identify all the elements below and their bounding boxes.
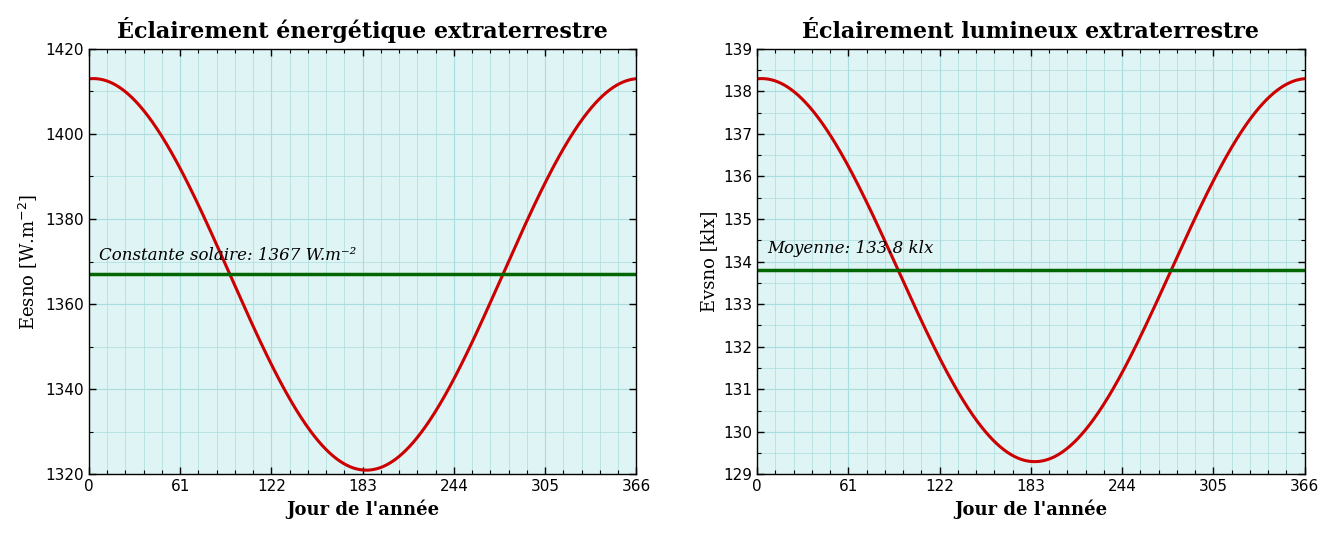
Text: Constante solaire: 1367 W.m⁻²: Constante solaire: 1367 W.m⁻²	[99, 247, 357, 264]
Text: Moyenne: 133.8 klx: Moyenne: 133.8 klx	[768, 240, 934, 257]
X-axis label: Jour de l'année: Jour de l'année	[286, 500, 440, 519]
Title: Éclairement énergétique extraterrestre: Éclairement énergétique extraterrestre	[118, 17, 608, 43]
Title: Éclairement lumineux extraterrestre: Éclairement lumineux extraterrestre	[803, 21, 1260, 43]
Y-axis label: Evsno [klx]: Evsno [klx]	[700, 211, 717, 312]
X-axis label: Jour de l'année: Jour de l'année	[954, 500, 1108, 519]
Y-axis label: Eesno [W.m$^{-2}$]: Eesno [W.m$^{-2}$]	[16, 193, 40, 330]
